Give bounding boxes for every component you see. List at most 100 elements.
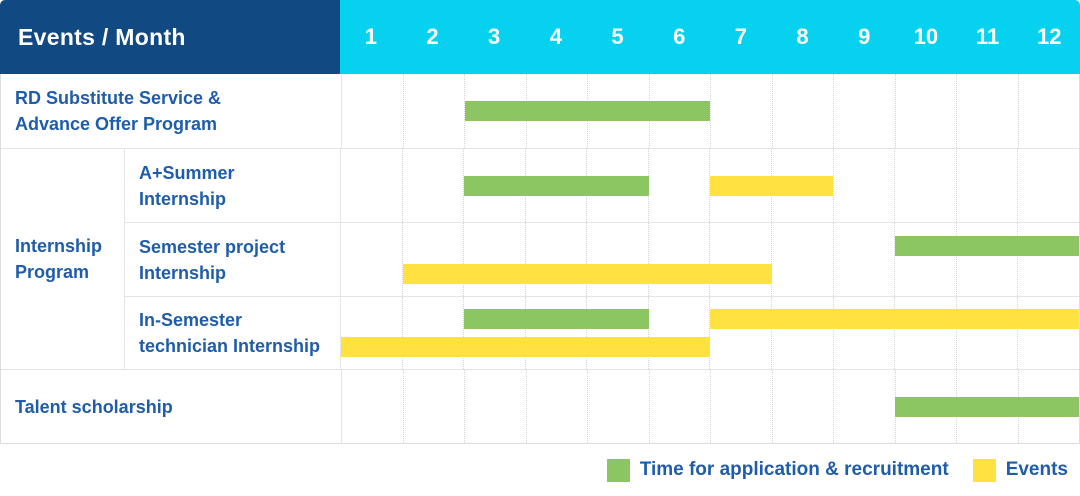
month-grid-cell (401, 223, 464, 296)
month-header-5: 5 (611, 24, 624, 49)
month-grid-cell (342, 370, 403, 443)
timeline-talent-scholarship (341, 370, 1079, 443)
month-grid-cell (709, 149, 771, 222)
month-grid-cell (464, 74, 526, 148)
month-grid-cell (955, 297, 1018, 369)
month-grid-cell (341, 149, 402, 222)
timeline-semester-project-internship (340, 223, 1079, 296)
month-header-11: 11 (975, 24, 1000, 49)
application-bar (894, 396, 1079, 417)
row-label-talent-scholarship: Talent scholarship (1, 370, 341, 443)
group-label-internship-program: Internship Program (1, 149, 125, 369)
month-grid-cell (524, 223, 587, 296)
month-header-3: 3 (488, 24, 501, 49)
month-grid-cell (341, 223, 402, 296)
month-grid-cell (586, 297, 648, 369)
application-bar (464, 175, 649, 196)
legend-item-events: Events (972, 458, 1068, 482)
month-grid-cell (402, 370, 465, 443)
month-grid-cell (771, 223, 833, 296)
month-grid-cell (710, 370, 772, 443)
row-a-plus-summer-internship: A+Summer Internship (125, 149, 1079, 222)
row-label-line: technician Internship (139, 336, 321, 356)
legend-label-events: Events (1005, 459, 1068, 480)
application-bar (464, 101, 711, 121)
month-grid-cell (833, 74, 895, 148)
row-talent-scholarship: Talent scholarship (1, 369, 1079, 443)
timeline-in-semester-technician-internship (340, 297, 1079, 369)
table-body: RD Substitute Service & Advance Offer Pr… (0, 74, 1080, 444)
month-grid (341, 223, 1079, 296)
events-bar (341, 337, 710, 357)
timeline-a-plus-summer-internship (340, 149, 1079, 222)
month-grid (342, 74, 1079, 148)
month-grid-cell (1017, 223, 1079, 296)
month-grid-cell (463, 149, 525, 222)
row-in-semester-technician-internship: In-Semester technician Internship (125, 296, 1079, 369)
row-label-line: Internship (139, 262, 227, 283)
internship-program-group: Internship Program A+Summer Internship S… (1, 148, 1079, 369)
month-grid-cell (894, 74, 957, 148)
month-header-7: 7 (734, 24, 747, 49)
month-grid-cell (832, 223, 895, 296)
events-bar (710, 175, 833, 196)
month-grid-cell (771, 74, 834, 148)
month-grid-cell (1017, 297, 1079, 369)
month-grid-cell (709, 223, 771, 296)
group-label-line: Internship (15, 236, 103, 256)
row-label-rd-substitute-service: RD Substitute Service & Advance Offer Pr… (1, 74, 341, 148)
month-grid-cell (524, 297, 587, 369)
application-color-swatch-icon (606, 458, 630, 482)
timeline-rd-substitute-service (341, 74, 1079, 148)
month-grid-cell (894, 149, 956, 222)
group-label-line: Program (15, 262, 90, 282)
month-grid-cell (1017, 74, 1080, 148)
month-grid-cell (894, 223, 956, 296)
row-label-line: A+Summer (139, 162, 235, 183)
month-grid-cell (341, 297, 402, 369)
month-grid-cell (771, 370, 834, 443)
month-header-8: 8 (796, 24, 809, 49)
month-grid-cell (402, 74, 465, 148)
legend-label-application: Time for application & recruitment (639, 459, 949, 480)
month-header-12: 12 (1036, 24, 1062, 49)
legend: Time for application & recruitment Event… (0, 444, 1080, 496)
events-color-swatch-icon (972, 458, 996, 482)
row-label-line: Internship (139, 188, 227, 209)
events-month-header-label: Events / Month (18, 23, 186, 50)
application-bar (894, 235, 1079, 256)
month-header-6: 6 (673, 24, 686, 49)
month-grid-cell (1017, 149, 1079, 222)
row-label-line: Semester project (139, 236, 286, 257)
month-grid-cell (464, 370, 526, 443)
month-grid (341, 297, 1079, 369)
month-grid-cell (647, 223, 710, 296)
month-header-row: 1 2 3 4 5 6 7 8 9 10 11 12 (340, 0, 1080, 74)
month-header-9: 9 (858, 24, 871, 49)
month-header-4: 4 (549, 24, 562, 49)
month-grid-cell (463, 223, 525, 296)
month-grid-cell (956, 74, 1018, 148)
month-header-10: 10 (913, 24, 939, 49)
month-grid-cell (525, 370, 588, 443)
events-bar (710, 309, 1079, 329)
row-label-in-semester-technician-internship: In-Semester technician Internship (125, 297, 340, 369)
table-header-row: Events / Month 1 2 3 4 5 6 7 8 9 10 11 12 (0, 0, 1080, 74)
month-grid-cell (586, 223, 648, 296)
row-label-a-plus-summer-internship: A+Summer Internship (125, 149, 340, 222)
month-grid-cell (709, 297, 771, 369)
row-label-line: In-Semester (139, 310, 243, 330)
month-grid-cell (894, 297, 956, 369)
month-grid-cell (647, 297, 710, 369)
row-label-line: Talent scholarship (15, 396, 173, 417)
internship-program-subrows: A+Summer Internship Semester project Int… (125, 149, 1079, 369)
legend-item-application: Time for application & recruitment (606, 458, 949, 482)
month-grid-cell (401, 149, 464, 222)
row-label-semester-project-internship: Semester project Internship (125, 223, 340, 296)
month-grid-cell (587, 370, 649, 443)
events-month-header-cell: Events / Month (0, 0, 340, 74)
events-bar (402, 263, 772, 284)
month-grid-cell (832, 297, 895, 369)
row-label-line: Advance Offer Program (15, 114, 218, 134)
month-grid-cell (648, 370, 711, 443)
